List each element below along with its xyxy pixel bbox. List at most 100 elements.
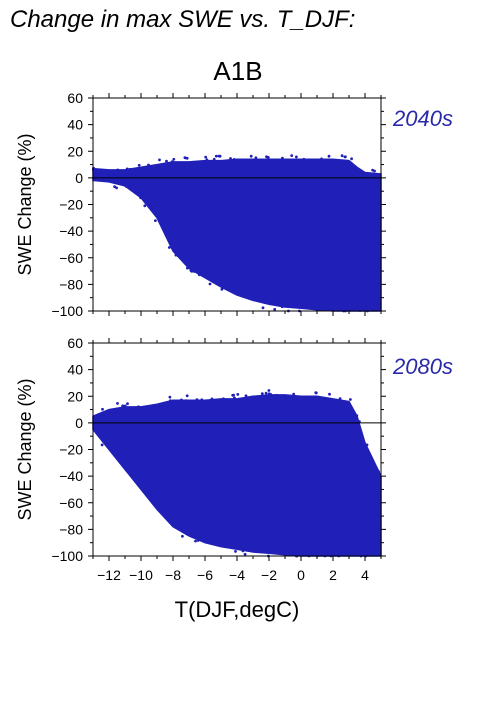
panel-2080s-scatter-point — [243, 552, 247, 556]
panel-2040s-scatter-point — [137, 163, 141, 167]
panel-2080s-scatter-point — [338, 399, 342, 403]
panel-2040s-scatter-point — [130, 183, 134, 187]
panel-2040s-scatter-point — [107, 170, 111, 174]
panel-2080s-y-tick-label: −20 — [59, 442, 83, 458]
panel-2040s-scatter-point — [229, 161, 233, 164]
panel-2040s-y-tick-label: −20 — [59, 197, 83, 213]
panel-2040s-scatter-point — [197, 273, 201, 277]
panel-2080s-scatter-point — [109, 410, 113, 413]
panel-2080s-scatter-point — [101, 407, 104, 411]
panel-2040s-scatter-point — [217, 154, 221, 158]
panel-2080s-scatter-point — [231, 393, 235, 397]
panel-2080s-y-tick-label: 40 — [67, 362, 83, 378]
panel-2040s-scatter-point — [232, 158, 236, 161]
figure-title: Change in max SWE vs. T_DJF: — [10, 6, 356, 33]
panel-2080s-scatter-point — [286, 545, 289, 549]
panel-2040s-scatter-point — [291, 159, 294, 163]
panel-2080s-scatter-point — [116, 402, 119, 405]
panel-2080s-scatter-point — [328, 548, 331, 552]
panel-2040s-scatter-point — [102, 170, 105, 174]
panel-2080s-scatter-point — [123, 404, 127, 408]
panel-2080s-scatter-point — [234, 550, 237, 553]
panel-2040s-y-tick-label: −40 — [59, 223, 83, 239]
panel-2040s-scatter-point — [336, 307, 339, 311]
panel-2080s-scatter-point — [262, 394, 266, 398]
panel-2080s-point-cloud — [92, 394, 382, 557]
panel-2080s-scatter-point — [284, 552, 288, 556]
panel-2080s-y-tick-label: 20 — [67, 388, 83, 404]
panel-2040s-scatter-point — [143, 199, 147, 203]
panel-2080s-scatter-point — [241, 549, 245, 553]
panel-2040s-scatter-point — [220, 287, 224, 291]
x-tick-label: −12 — [97, 567, 121, 583]
panel-2040s-scatter-point — [246, 292, 250, 296]
panel-2040s-scatter-point — [355, 306, 359, 310]
panel-2080s-scatter-point — [137, 405, 140, 409]
panel-2040s-scatter-point — [321, 307, 325, 311]
panel-2040s-scatter-point — [260, 298, 263, 302]
panel-2080s-scatter-point — [146, 493, 150, 497]
panel-2080s-scatter-point — [233, 396, 236, 400]
panel-2040s-scatter-point — [203, 160, 207, 164]
panel-2080s-y-tick-label: 60 — [67, 335, 83, 351]
panel-2040s-y-tick-label: 40 — [67, 117, 83, 133]
panel-2080s-scatter-point — [277, 551, 281, 554]
panel-2080s-scatter-point — [163, 401, 167, 405]
x-tick-label: −4 — [229, 567, 245, 583]
panel-2080s-y-tick-label: 0 — [75, 415, 83, 431]
scenario-label: A1B — [213, 56, 263, 86]
panel-2040s-scatter-point — [261, 306, 265, 310]
panel-2040s-scatter-point — [334, 302, 338, 305]
panel-2040s-scatter-point — [353, 303, 357, 306]
panel-2040s-scatter-point — [320, 157, 323, 161]
panel-2040s-y-axis-label: SWE Change (%) — [15, 133, 35, 275]
panel-2040s-scatter-point — [96, 168, 100, 172]
panel-2040s-scatter-point — [331, 301, 335, 305]
panel-2080s-scatter-point — [126, 402, 129, 406]
panel-2040s-scatter-point — [183, 156, 187, 160]
x-tick-label: 0 — [297, 567, 305, 583]
panel-period-label-2080s: 2080s — [393, 354, 453, 379]
panel-2040s-y-tick-label: −60 — [59, 250, 83, 266]
panel-2080s-scatter-point — [132, 406, 136, 410]
x-tick-label: −8 — [165, 567, 181, 583]
panel-2080s-scatter-point — [246, 396, 249, 400]
panel-2080s-y-axis-label: SWE Change (%) — [15, 378, 35, 520]
panel-2040s-scatter-point — [122, 169, 126, 173]
panel-2080s-scatter-point — [117, 458, 121, 462]
panel-2040s-scatter-point — [343, 155, 347, 159]
panel-2080s-scatter-point — [196, 401, 200, 404]
panel-2080s-scatter-point — [365, 443, 369, 447]
panel-2080s-scatter-point — [195, 530, 199, 534]
panel-2080s-scatter-point — [236, 393, 240, 396]
panel-2040s-scatter-point — [252, 158, 256, 162]
panel-2080s-scatter-point — [100, 443, 104, 447]
panel-2040s-scatter-point — [113, 185, 116, 189]
panel-2040s-scatter-point — [302, 157, 306, 161]
panel-2040s-scatter-point — [193, 161, 196, 164]
panel-2080s-scatter-point — [168, 395, 172, 399]
panel-2080s-scatter-point — [237, 544, 240, 548]
panel-2080s-y-tick-label: −80 — [59, 521, 83, 537]
panel-2040s-y-tick-label: 60 — [67, 90, 83, 106]
panel-2080s-scatter-point — [371, 459, 375, 463]
panel-2040s-scatter-point — [373, 169, 376, 173]
panel-2080s-scatter-point — [261, 549, 265, 552]
panel-2080s-scatter-point — [200, 536, 204, 540]
panel-2040s-y-tick-label: −80 — [59, 276, 83, 292]
panel-2040s-scatter-point — [308, 160, 312, 164]
panel-2040s-scatter-point — [261, 158, 265, 162]
panel-2040s-scatter-point — [143, 204, 147, 208]
panel-2080s-scatter-point — [259, 396, 263, 400]
panel-2040s-y-tick-label: 20 — [67, 143, 83, 159]
panel-2080s-scatter-point — [359, 547, 363, 550]
panel-2040s-scatter-point — [373, 306, 377, 310]
panel-2040s-y-tick-label: 0 — [75, 170, 83, 186]
panel-2080s-scatter-point — [184, 399, 188, 402]
panel-2040s-scatter-point — [172, 157, 176, 161]
panel-2080s-y-tick-label: −100 — [51, 548, 83, 564]
panel-2040s-scatter-point — [327, 154, 331, 158]
panel-2040s-scatter-point — [170, 160, 174, 164]
panel-2080s-scatter-point — [157, 405, 161, 408]
panel-2040s-scatter-point — [162, 223, 166, 227]
